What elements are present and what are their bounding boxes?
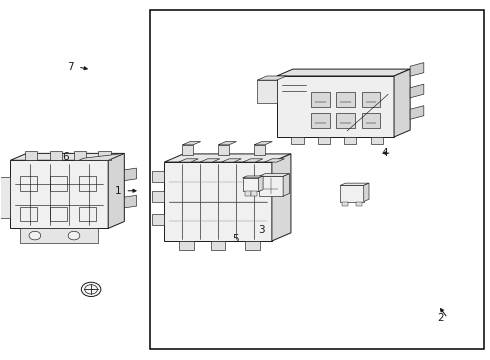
- Bar: [150, 10, 485, 348]
- Polygon shape: [257, 76, 287, 80]
- Circle shape: [81, 282, 101, 297]
- Polygon shape: [108, 153, 124, 228]
- Polygon shape: [79, 153, 124, 160]
- Polygon shape: [124, 168, 137, 181]
- Polygon shape: [251, 192, 257, 196]
- Text: 6: 6: [62, 152, 69, 162]
- Polygon shape: [342, 202, 348, 206]
- Polygon shape: [152, 215, 164, 225]
- Text: 5: 5: [232, 234, 239, 244]
- Polygon shape: [362, 113, 380, 128]
- Polygon shape: [10, 153, 124, 160]
- Polygon shape: [211, 241, 225, 250]
- Polygon shape: [364, 183, 369, 202]
- Polygon shape: [259, 176, 263, 192]
- Polygon shape: [243, 176, 263, 178]
- Text: 3: 3: [258, 225, 265, 235]
- Polygon shape: [311, 113, 330, 128]
- Polygon shape: [152, 191, 164, 202]
- Polygon shape: [200, 159, 220, 162]
- Polygon shape: [410, 63, 424, 76]
- Polygon shape: [243, 178, 259, 192]
- Polygon shape: [259, 174, 290, 176]
- Polygon shape: [340, 183, 369, 185]
- Polygon shape: [311, 92, 330, 107]
- Polygon shape: [0, 177, 10, 218]
- Polygon shape: [25, 151, 37, 160]
- Polygon shape: [254, 141, 272, 145]
- Polygon shape: [49, 151, 62, 160]
- Polygon shape: [277, 76, 394, 137]
- Polygon shape: [218, 141, 237, 145]
- Polygon shape: [410, 84, 424, 98]
- Polygon shape: [245, 241, 260, 250]
- Text: 7: 7: [67, 62, 74, 72]
- Polygon shape: [318, 137, 330, 144]
- Polygon shape: [277, 69, 410, 76]
- Polygon shape: [259, 176, 283, 196]
- Polygon shape: [344, 137, 356, 144]
- Polygon shape: [178, 159, 198, 162]
- Polygon shape: [336, 92, 355, 107]
- Polygon shape: [336, 113, 355, 128]
- Polygon shape: [164, 162, 272, 241]
- Polygon shape: [182, 145, 193, 155]
- Polygon shape: [272, 154, 291, 241]
- Polygon shape: [410, 106, 424, 119]
- Polygon shape: [218, 145, 229, 155]
- Polygon shape: [292, 137, 304, 144]
- Polygon shape: [257, 80, 277, 103]
- Polygon shape: [221, 159, 242, 162]
- Text: 1: 1: [115, 186, 121, 196]
- Polygon shape: [370, 137, 383, 144]
- Polygon shape: [152, 171, 164, 182]
- Polygon shape: [254, 145, 265, 155]
- Polygon shape: [245, 192, 251, 196]
- Text: 4: 4: [381, 148, 388, 158]
- Circle shape: [29, 231, 41, 240]
- Polygon shape: [243, 159, 263, 162]
- Polygon shape: [179, 241, 194, 250]
- Polygon shape: [10, 160, 108, 228]
- Polygon shape: [340, 185, 364, 202]
- Polygon shape: [394, 69, 410, 137]
- Polygon shape: [265, 159, 284, 162]
- Polygon shape: [164, 154, 291, 162]
- Polygon shape: [283, 174, 290, 196]
- Polygon shape: [98, 151, 111, 160]
- Polygon shape: [74, 151, 86, 160]
- Text: 2: 2: [437, 313, 444, 323]
- Polygon shape: [182, 141, 201, 145]
- Polygon shape: [20, 228, 98, 243]
- Polygon shape: [362, 92, 380, 107]
- Circle shape: [68, 231, 80, 240]
- Polygon shape: [356, 202, 362, 206]
- Polygon shape: [124, 195, 137, 208]
